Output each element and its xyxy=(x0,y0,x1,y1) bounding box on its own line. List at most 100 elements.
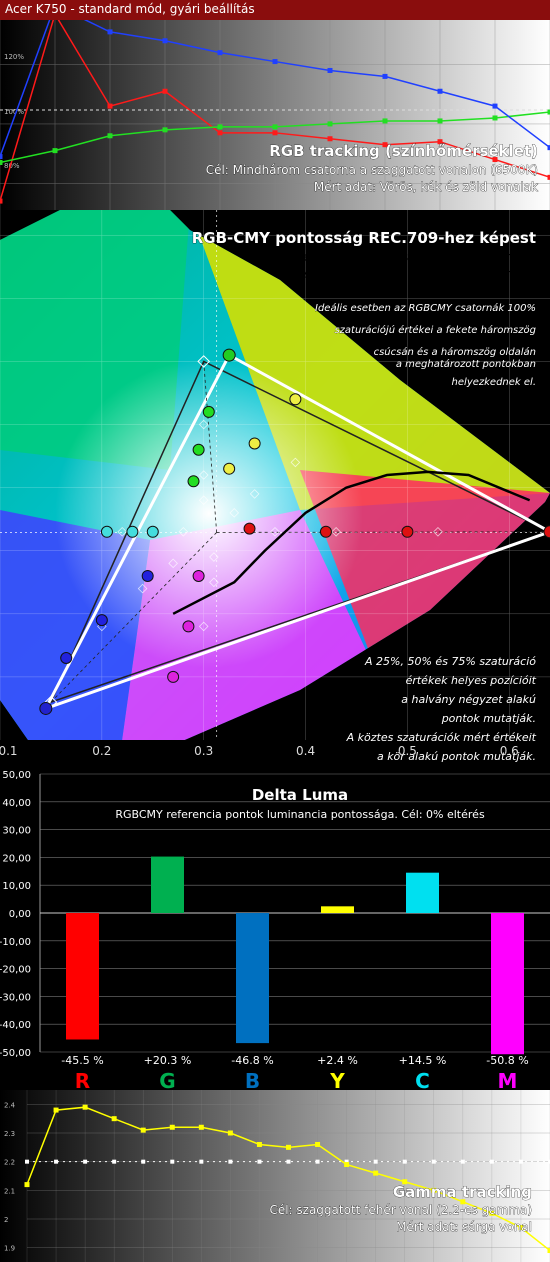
gamma-measured-point xyxy=(518,1225,524,1231)
rgb-point xyxy=(547,145,550,151)
gamma-measured-point xyxy=(344,1162,350,1168)
measured-corner xyxy=(543,525,550,539)
target-point xyxy=(137,583,148,594)
gamut-xtick: 0.6 xyxy=(500,744,519,758)
gamma-ytick: 2 xyxy=(4,1216,8,1224)
luma-value-label: -45.5 % xyxy=(61,1054,103,1067)
rgb-point xyxy=(162,38,168,44)
gamma-measured-point xyxy=(82,1104,88,1110)
rgb-ytick-100: 100% xyxy=(4,108,24,116)
gamma-target-point xyxy=(170,1159,175,1164)
rgb-point xyxy=(52,148,58,154)
gamma-measured-point xyxy=(373,1170,379,1176)
gamma-measured-point xyxy=(140,1127,146,1133)
luma-value-label: +20.3 % xyxy=(144,1054,192,1067)
luma-category-label: Y xyxy=(329,1069,345,1090)
note1-l4: a meghatározott pontokban xyxy=(396,358,536,370)
rgb-point xyxy=(0,154,3,160)
rgb-point xyxy=(382,73,388,79)
gamma-measured-point xyxy=(53,1107,59,1113)
rgb-point xyxy=(0,198,3,204)
rgb-point xyxy=(382,142,388,148)
target-point xyxy=(198,470,209,480)
measured-point xyxy=(319,525,332,538)
gamma-target-point xyxy=(548,1159,550,1164)
gamma-target-point xyxy=(489,1159,494,1164)
gamut-xtick: 0.2 xyxy=(92,744,111,758)
luma-bar-M xyxy=(491,913,524,1055)
planckian-locus xyxy=(172,470,531,615)
note1-l5: helyezkednek el. xyxy=(452,377,536,388)
gamma-target-point xyxy=(199,1159,204,1164)
target-point xyxy=(198,419,209,430)
measured-point xyxy=(223,462,236,475)
luma-category-label: R xyxy=(75,1069,90,1090)
target-point xyxy=(198,495,209,506)
rgb-point xyxy=(327,67,333,73)
measured-point xyxy=(187,475,200,488)
gamma-measured-point xyxy=(460,1199,466,1205)
gamma-ytick: 2.2 xyxy=(4,1159,15,1167)
rgb-point xyxy=(437,88,443,94)
luma-ytick: 30,00 xyxy=(2,826,31,837)
gamma-target-point xyxy=(344,1159,349,1164)
gamma-line2: Mért adat: sárga vonal xyxy=(396,1220,532,1234)
gamut-xtick: 0.5 xyxy=(398,744,417,758)
luma-category-label: C xyxy=(415,1069,430,1090)
gamma-target-point xyxy=(373,1159,378,1164)
rgb-ytick-120: 120% xyxy=(4,53,24,61)
gamut-xtick: 0.3 xyxy=(194,744,213,758)
gamut-line2: Mért adat: Fehér háromszög (kör pontok) xyxy=(289,267,536,281)
luma-subtitle: RGBCMY referencia pontok luminancia pont… xyxy=(115,808,485,821)
note2-l2: értékek helyes pozícióit xyxy=(406,674,537,687)
gamut-chart: 0.1 0.2 0.3 0.4 0.5 0.6 RGB-CMY pontosság REC… xyxy=(0,210,550,762)
rgb-point xyxy=(437,139,443,145)
luma-ytick: -20,00 xyxy=(0,965,31,976)
measured-point xyxy=(182,620,195,633)
gamma-target-point xyxy=(25,1159,29,1164)
luma-value-label: +2.4 % xyxy=(317,1054,358,1067)
gamma-measured-point xyxy=(431,1187,437,1193)
target-point xyxy=(117,526,128,537)
rgb-point xyxy=(162,127,168,133)
gamma-target-point xyxy=(257,1159,262,1164)
gamma-measured-point xyxy=(227,1130,233,1136)
target-point xyxy=(433,526,443,537)
rgb-tracking-chart: 120% 100% 80% RGB tracking (színhőmérsék… xyxy=(0,20,550,210)
luma-ytick: -30,00 xyxy=(0,992,31,1003)
target-point xyxy=(198,621,209,632)
gamma-measured-point xyxy=(315,1141,321,1147)
gamma-target-point xyxy=(431,1159,436,1164)
luma-bar-C xyxy=(406,872,439,913)
gamma-ytick: 2.1 xyxy=(4,1187,15,1195)
luma-title: Delta Luma xyxy=(252,786,348,804)
rgb-point xyxy=(217,124,223,130)
luma-ytick: -10,00 xyxy=(0,937,31,948)
measured-corner xyxy=(222,348,236,362)
note1-l1: Ideális esetben az RGBCMY csatornák 100% xyxy=(315,302,536,314)
gamut-note-ideal: Ideális esetben az RGBCMY csatornák 100%… xyxy=(315,302,536,388)
rgb-point xyxy=(107,29,113,35)
gamma-target-point xyxy=(402,1159,407,1164)
rgb-point xyxy=(107,133,113,139)
luma-ytick: -40,00 xyxy=(0,1020,31,1031)
target-point xyxy=(331,526,341,537)
delta-luma-chart: 50,00 40,00 30,00 20,00 10,00 0,00 -10,00 -20,0… xyxy=(0,762,550,1090)
luma-bar-R xyxy=(66,913,99,1040)
target-point xyxy=(178,526,189,537)
luma-ytick: 0,00 xyxy=(9,909,31,920)
measured-point xyxy=(192,443,205,456)
rgb-point xyxy=(382,118,388,124)
measured-point xyxy=(202,405,215,418)
rgb-point xyxy=(272,59,278,65)
luma-value-label: -50.8 % xyxy=(486,1054,528,1067)
rgb-ytick-80: 80% xyxy=(4,162,20,170)
gamma-target-point xyxy=(83,1159,88,1164)
measured-point xyxy=(401,525,414,538)
rgb-point xyxy=(272,124,278,130)
rgb-line1: Cél: Mindhárom csatorna a szaggatott von… xyxy=(206,163,538,177)
gamma-target-point xyxy=(518,1159,523,1164)
page-title: Acer K750 - standard mód, gyári beállítá… xyxy=(5,2,255,16)
measured-point xyxy=(95,614,108,627)
rgb-point xyxy=(327,136,333,142)
